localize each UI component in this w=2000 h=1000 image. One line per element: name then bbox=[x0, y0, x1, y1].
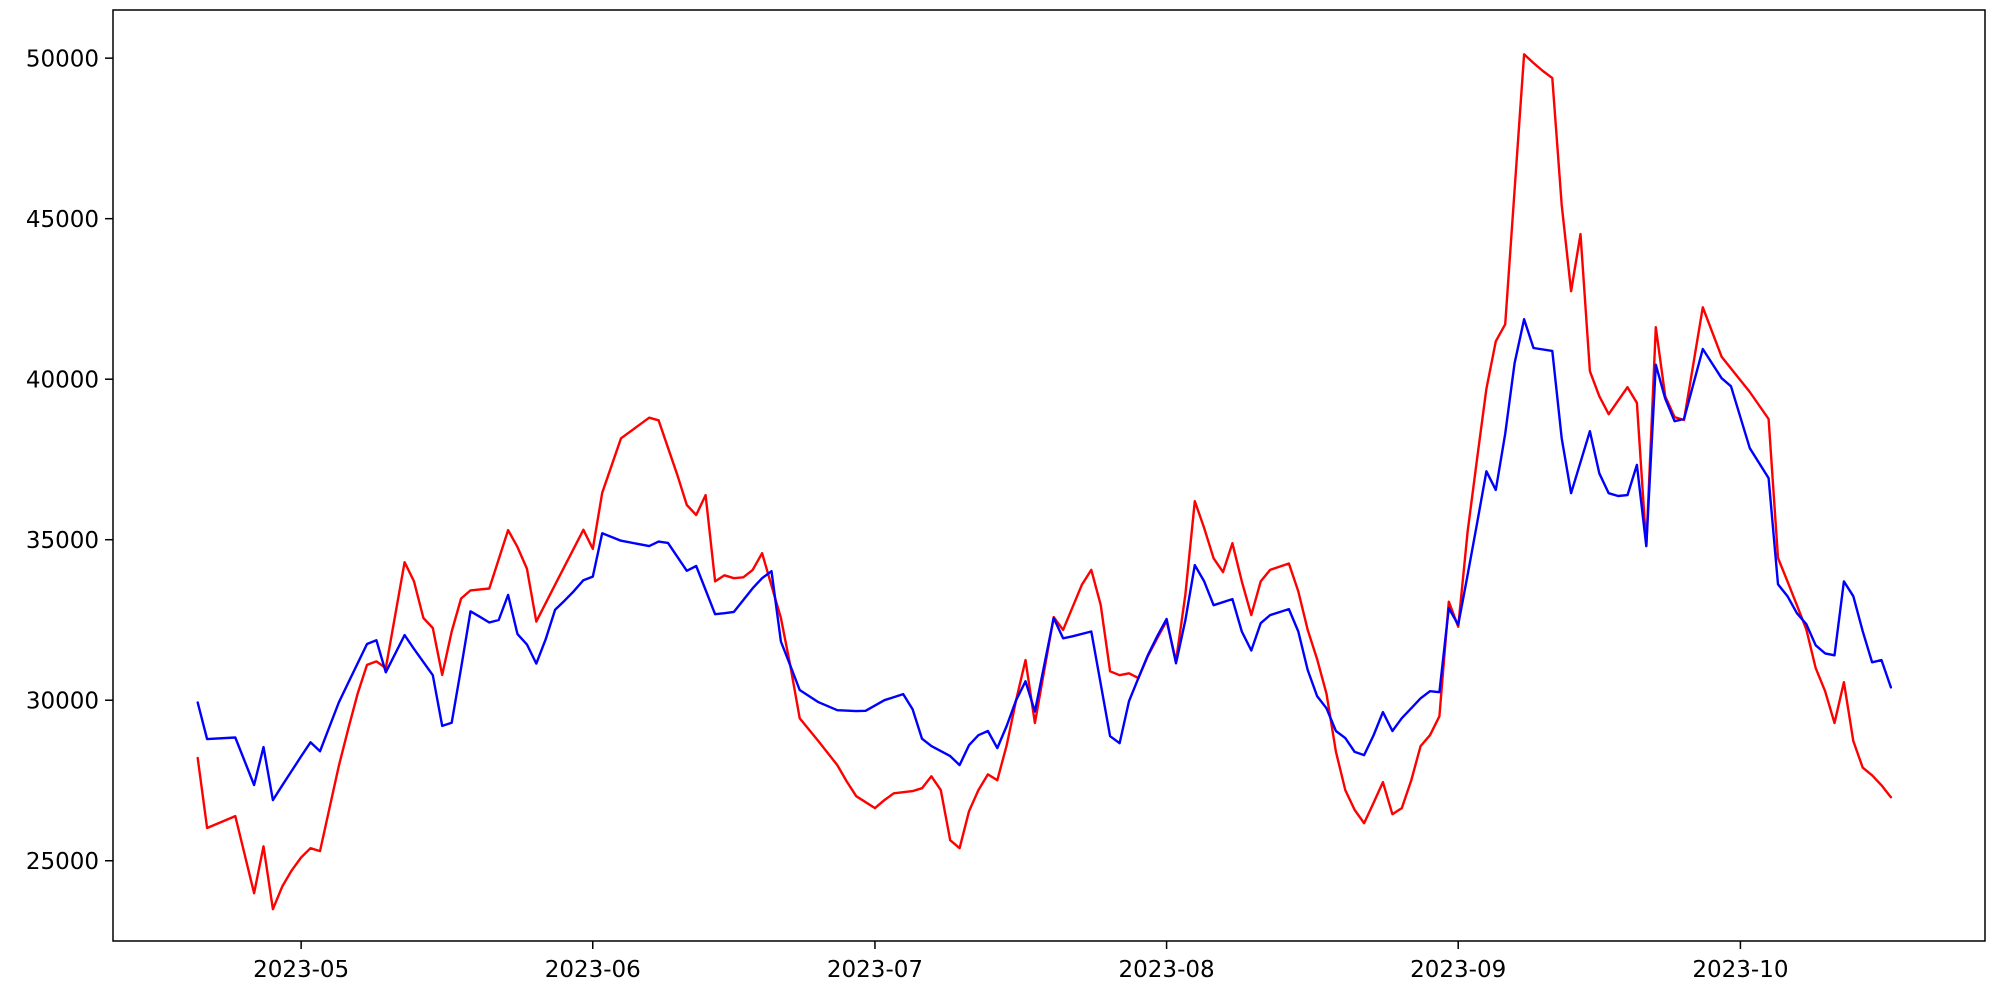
x-tick-label: 2023-05 bbox=[253, 957, 349, 983]
red-line bbox=[196, 53, 1893, 911]
x-tick-label: 2023-07 bbox=[827, 957, 923, 983]
blue-line bbox=[196, 318, 1893, 802]
y-tick-label: 30000 bbox=[26, 689, 99, 715]
x-tick-label: 2023-08 bbox=[1119, 957, 1215, 983]
y-axis-ticks: 25000 30000 35000 40000 45000 50000 bbox=[26, 46, 113, 875]
x-axis-ticks: 2023-05 2023-06 2023-07 2023-08 2023-09 2023-… bbox=[253, 941, 1788, 983]
y-tick-label: 35000 bbox=[26, 528, 99, 554]
x-tick-label: 2023-10 bbox=[1692, 957, 1788, 983]
y-tick-label: 45000 bbox=[26, 207, 99, 233]
y-tick-label: 25000 bbox=[26, 849, 99, 875]
x-tick-label: 2023-09 bbox=[1410, 957, 1506, 983]
y-tick-label: 50000 bbox=[26, 46, 99, 72]
y-tick-label: 40000 bbox=[26, 367, 99, 393]
x-tick-label: 2023-06 bbox=[545, 957, 641, 983]
plot-border bbox=[112, 9, 1986, 942]
